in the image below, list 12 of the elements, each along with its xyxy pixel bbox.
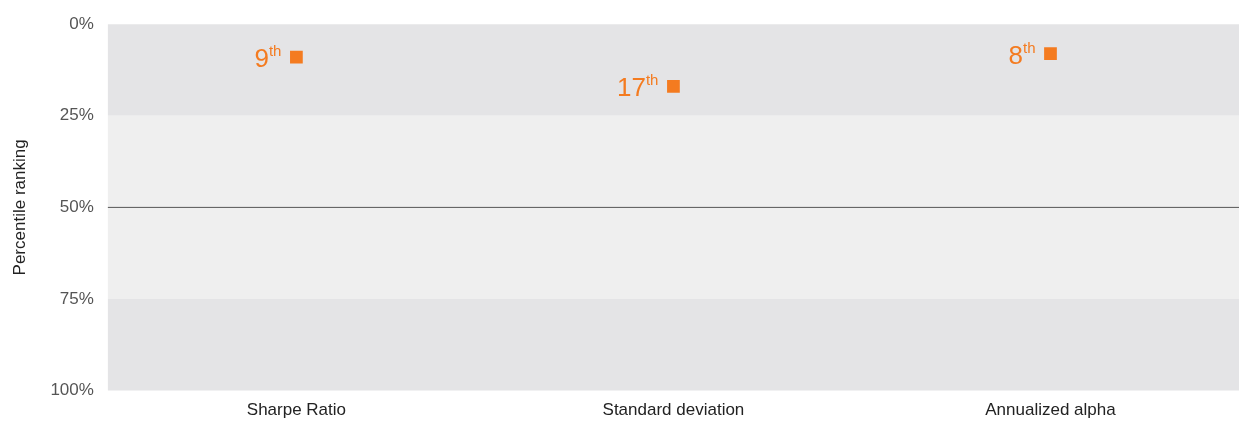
y-tick-label: 0% [69,13,94,33]
x-tick-label: Standard deviation [602,400,745,420]
y-tick-label: 50% [59,197,94,217]
point [667,80,680,93]
point [290,50,303,64]
y-axis-title: Percentile ranking [9,139,29,276]
y-tick-label: 75% [59,288,94,308]
y-tick-label: 100% [50,380,94,400]
x-tick-label: Sharpe Ratio [246,400,347,420]
y-tick-label: 25% [59,105,94,125]
point [1044,47,1057,60]
x-tick-label: Annualized alpha [985,400,1117,420]
